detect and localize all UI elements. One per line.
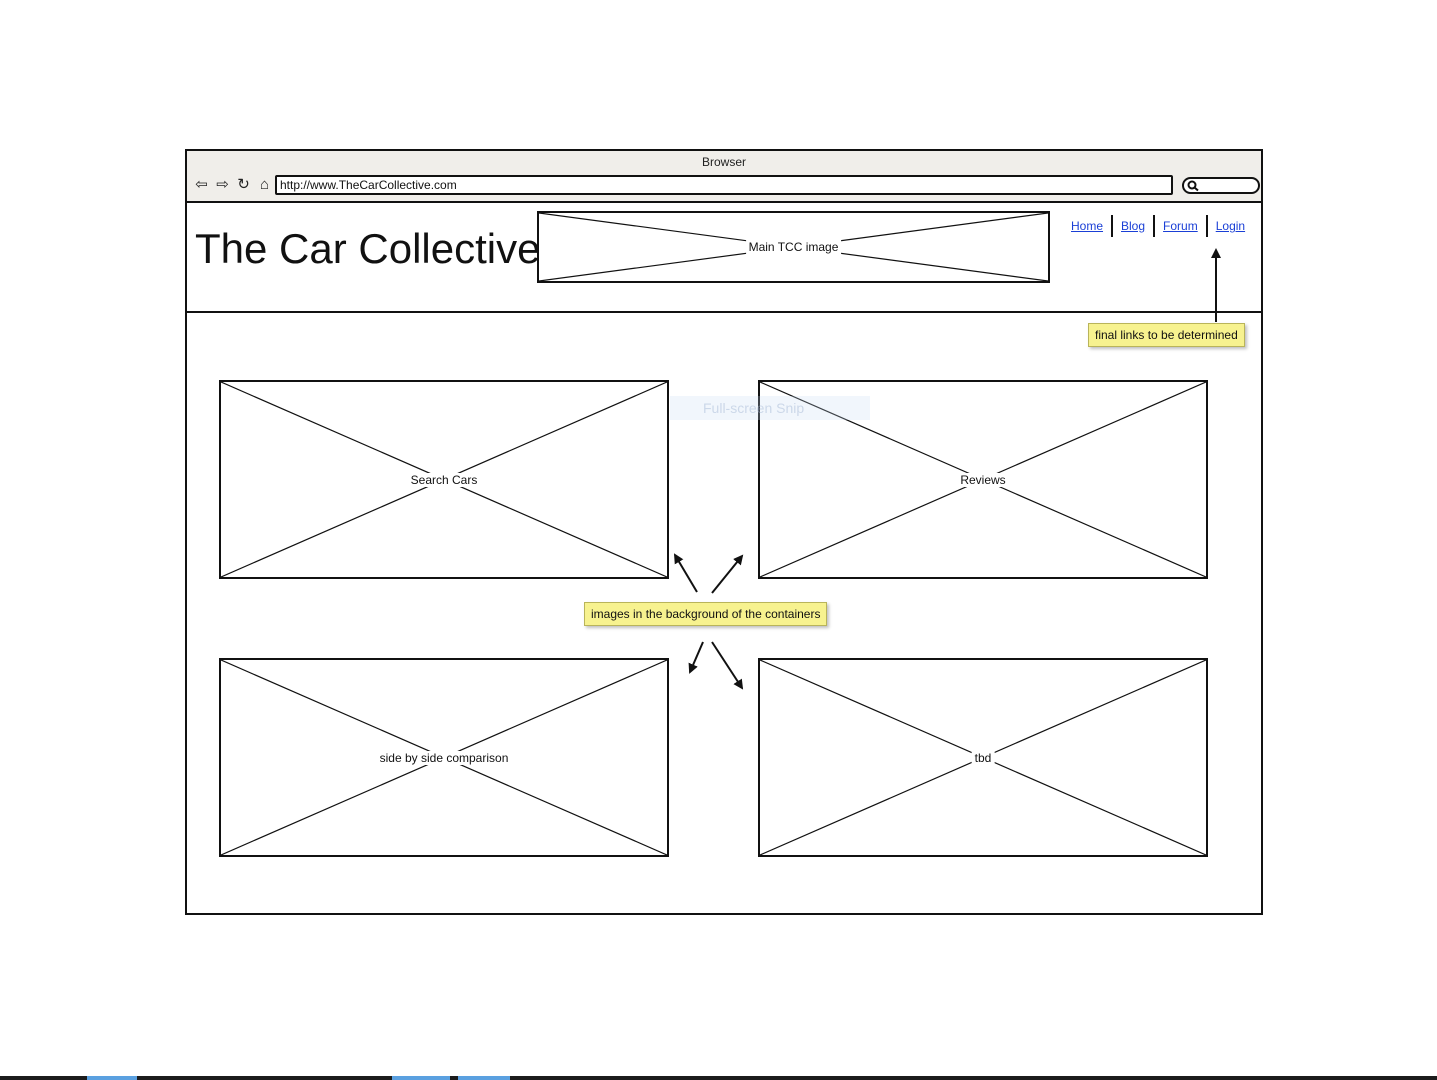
main-image-label: Main TCC image <box>745 240 842 254</box>
refresh-icon[interactable]: ↻ <box>237 176 250 193</box>
taskbar-item[interactable] <box>392 1076 450 1080</box>
header-divider <box>187 311 1261 313</box>
top-nav: Home Blog Forum Login <box>1065 215 1251 237</box>
tile-side-by-side-comparison[interactable]: side by side comparison <box>219 658 669 857</box>
tile-tbd[interactable]: tbd <box>758 658 1208 857</box>
home-icon[interactable]: ⌂ <box>259 176 270 193</box>
taskbar-item[interactable] <box>458 1076 510 1080</box>
site-title: The Car Collective <box>195 225 541 272</box>
note-links: final links to be determined <box>1088 323 1245 347</box>
browser-window: Browser ⇦ ⇨ ↻ ⌂ http://www.TheCarCollect… <box>185 149 1263 915</box>
tile-label: Search Cars <box>407 472 481 487</box>
nav-link-blog[interactable]: Blog <box>1121 219 1146 233</box>
tile-reviews[interactable]: Reviews <box>758 380 1208 579</box>
browser-nav-icons: ⇦ ⇨ ↻ ⌂ <box>193 177 273 193</box>
browser-chrome: Browser ⇦ ⇨ ↻ ⌂ http://www.TheCarCollect… <box>187 151 1261 203</box>
browser-search-box[interactable] <box>1182 177 1260 194</box>
nav-divider <box>1205 215 1208 237</box>
tile-label: tbd <box>971 750 995 765</box>
tile-label: Reviews <box>957 472 1009 487</box>
nav-divider <box>1111 215 1114 237</box>
nav-divider <box>1153 215 1156 237</box>
taskbar <box>0 1076 1437 1080</box>
back-arrow-icon[interactable]: ⇦ <box>195 176 208 193</box>
url-bar[interactable]: http://www.TheCarCollective.com <box>275 175 1173 195</box>
taskbar-item[interactable] <box>87 1076 137 1080</box>
nav-link-login[interactable]: Login <box>1215 219 1246 233</box>
note-images: images in the background of the containe… <box>584 602 828 626</box>
full-screen-snip-overlay: Full-screen Snip <box>670 396 870 420</box>
tile-search-cars[interactable]: Search Cars <box>219 380 669 579</box>
forward-arrow-icon[interactable]: ⇨ <box>216 176 229 193</box>
main-image-placeholder: Main TCC image <box>537 211 1050 283</box>
tile-label: side by side comparison <box>376 750 512 765</box>
browser-title: Browser <box>701 155 746 169</box>
search-icon <box>1187 180 1199 192</box>
nav-link-home[interactable]: Home <box>1071 219 1104 233</box>
nav-link-forum[interactable]: Forum <box>1163 219 1198 233</box>
